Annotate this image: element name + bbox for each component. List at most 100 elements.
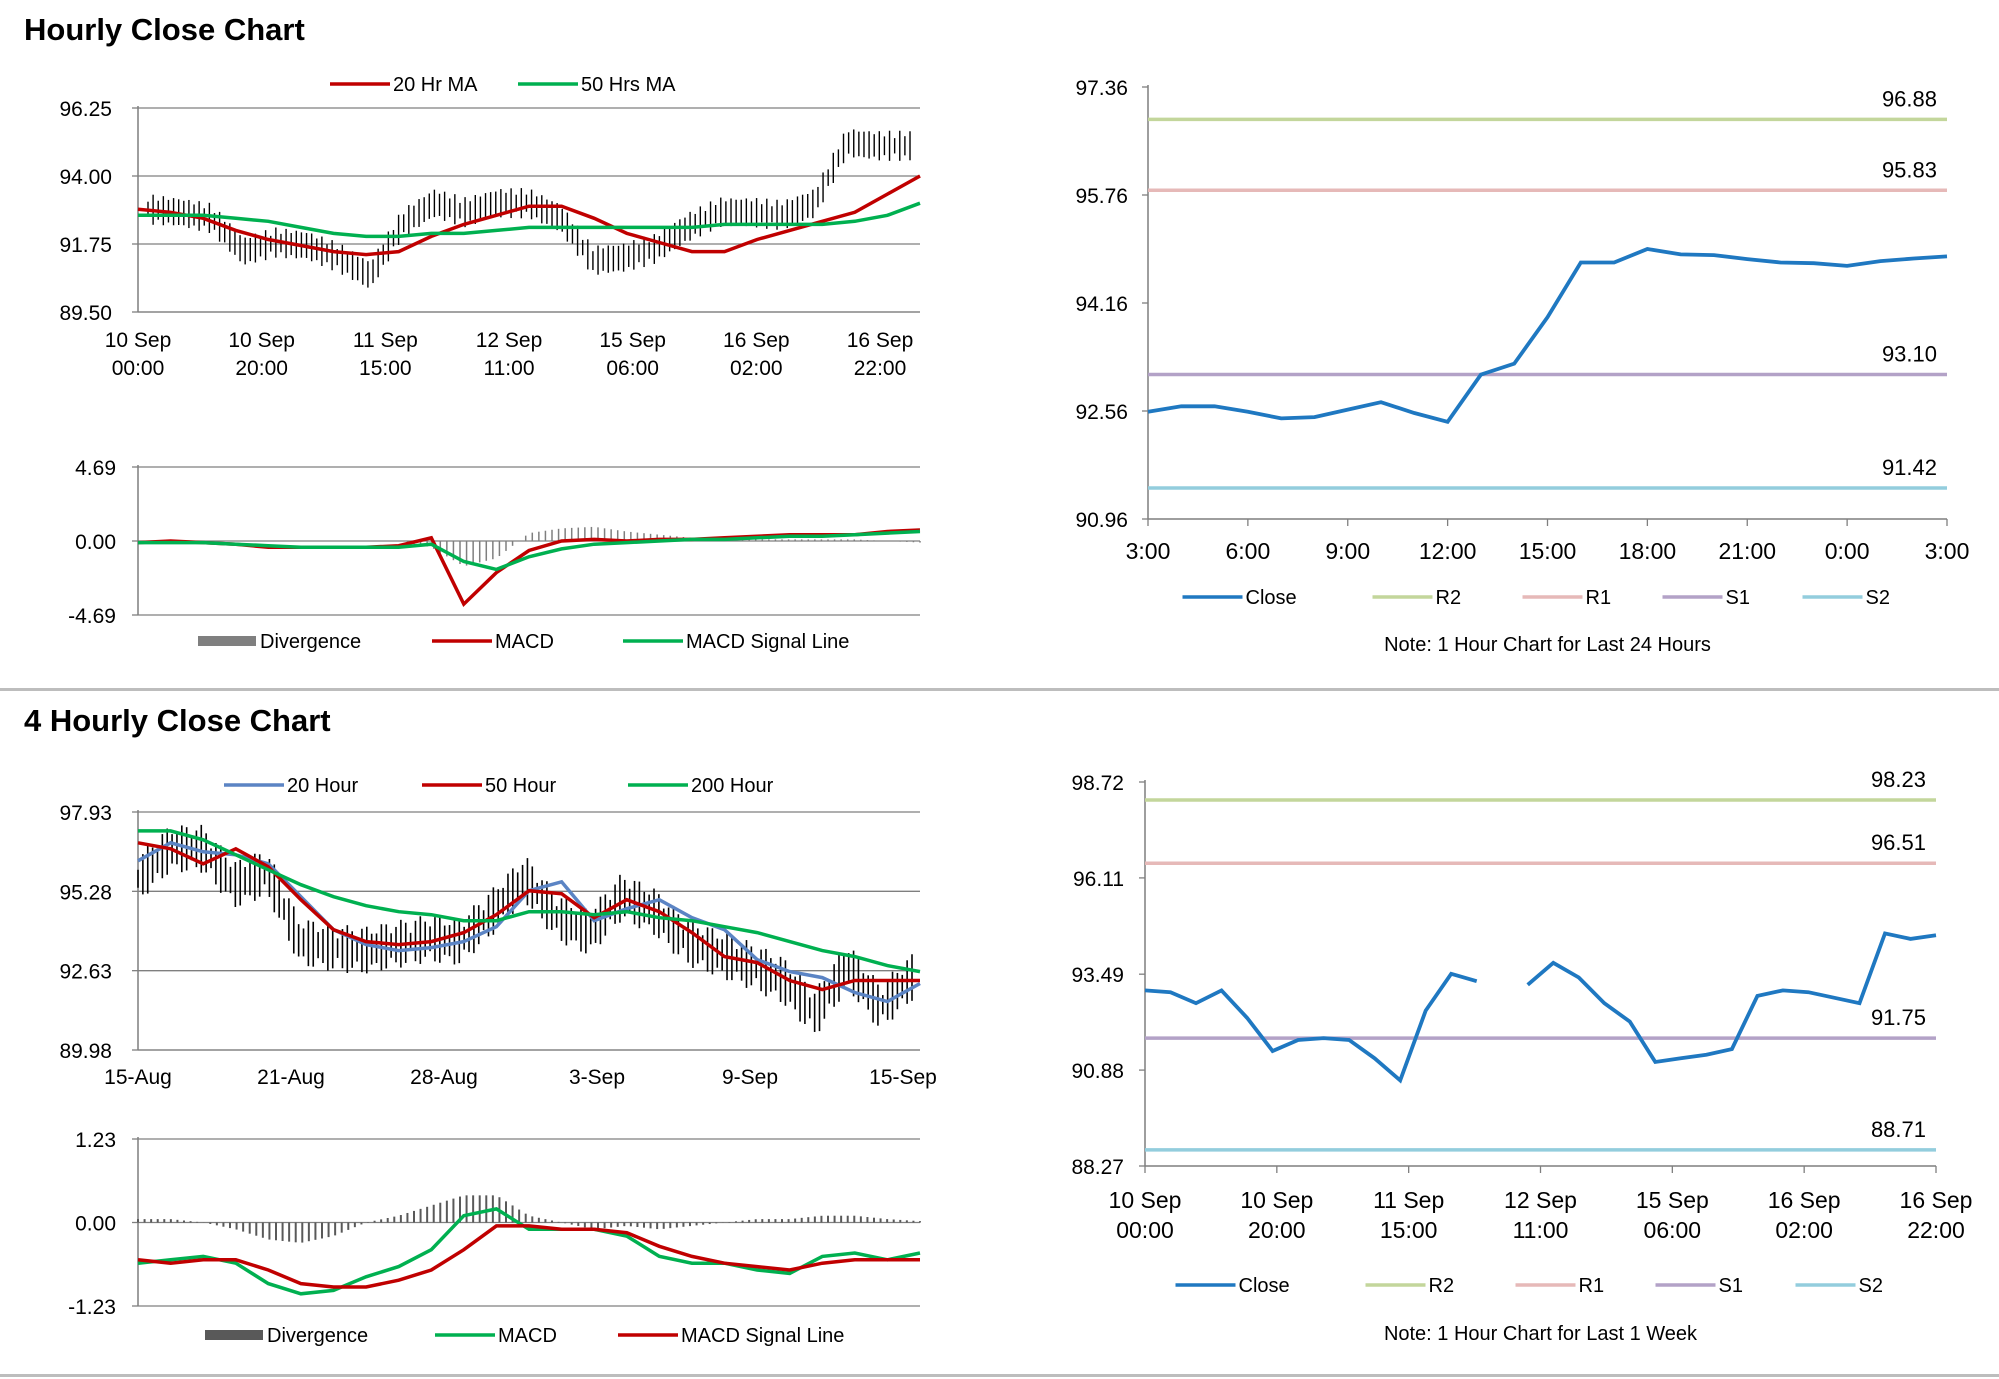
y-tick-label: 89.50 <box>59 302 112 325</box>
legend-s2-label: S2 <box>1859 1275 1883 1297</box>
y-tick-label: 88.27 <box>1071 1156 1124 1179</box>
x-tick-label: 10 Sep <box>1109 1187 1182 1213</box>
x-tick-label: 22:00 <box>1907 1217 1965 1243</box>
x-tick-label: 21-Aug <box>257 1066 325 1089</box>
chart-note: Note: 1 Hour Chart for Last 1 Week <box>1384 1323 1698 1345</box>
y-tick-label: 92.56 <box>1075 401 1128 424</box>
y-tick-label: 90.96 <box>1075 509 1128 532</box>
legend-r2-label: R2 <box>1436 587 1462 609</box>
legend-divergence-label: Divergence <box>260 631 361 653</box>
x-tick-label: 11:00 <box>484 357 535 380</box>
y-tick-label: 94.00 <box>59 166 112 189</box>
x-tick-label: 02:00 <box>1775 1217 1833 1243</box>
y-tick-label: -1.23 <box>68 1296 116 1319</box>
series-line-20-hr-ma <box>137 174 921 257</box>
legend-50-hour-label: 50 Hour <box>485 775 556 797</box>
y-tick-label: 91.75 <box>59 234 112 257</box>
y-tick-label: 96.25 <box>59 98 112 121</box>
section-divider <box>0 688 1999 691</box>
x-tick-label: 3-Sep <box>569 1066 625 1089</box>
y-tick-label: 97.36 <box>1075 77 1128 100</box>
x-tick-label: 15 Sep <box>599 329 666 352</box>
level-label-r2: 96.88 <box>1882 86 1937 111</box>
legend-200-hour-label: 200 Hour <box>691 775 774 797</box>
x-tick-label: 28-Aug <box>410 1066 478 1089</box>
close-line <box>1147 247 1948 424</box>
legend-20-hr-ma-label: 20 Hr MA <box>393 74 478 96</box>
x-tick-label: 21:00 <box>1718 538 1776 564</box>
legend-r1-label: R1 <box>1579 1275 1605 1297</box>
y-tick-label: 96.11 <box>1073 868 1124 891</box>
x-tick-label: 10 Sep <box>228 329 295 352</box>
x-tick-label: 11 Sep <box>1373 1187 1444 1213</box>
x-tick-label: 9:00 <box>1325 538 1370 564</box>
y-tick-label: 94.16 <box>1075 293 1128 316</box>
series-line-50-hour <box>137 841 920 992</box>
series-line-200-hour <box>138 829 921 974</box>
legend-20-hour-label: 20 Hour <box>287 775 358 797</box>
section-title-hourly: Hourly Close Chart <box>24 12 305 47</box>
legend-s1-label: S1 <box>1726 587 1750 609</box>
x-tick-label: 16 Sep <box>847 329 914 352</box>
legend-divergence-swatch <box>205 1330 263 1340</box>
x-tick-label: 15-Sep <box>869 1066 937 1089</box>
legend-s1-label: S1 <box>1719 1275 1743 1297</box>
x-tick-label: 12 Sep <box>476 329 543 352</box>
level-label-r1: 95.83 <box>1882 157 1937 182</box>
legend-macd-label: MACD <box>495 631 554 653</box>
x-tick-label: 0:00 <box>1825 538 1870 564</box>
legend-close-label: Close <box>1239 1275 1290 1297</box>
y-tick-label: 1.23 <box>75 1129 116 1152</box>
y-tick-label: 95.28 <box>59 881 112 904</box>
x-tick-label: 16 Sep <box>1900 1187 1973 1213</box>
y-tick-label: 90.88 <box>1071 1060 1124 1083</box>
y-tick-label: 0.00 <box>75 531 116 554</box>
x-tick-label: 15:00 <box>359 357 412 380</box>
x-tick-label: 20:00 <box>1248 1217 1306 1243</box>
legend-macd-signal-label: MACD Signal Line <box>681 1325 844 1347</box>
y-tick-label: 0.00 <box>75 1213 116 1236</box>
x-tick-label: 12:00 <box>1419 538 1477 564</box>
x-tick-label: 15-Aug <box>104 1066 172 1089</box>
x-tick-label: 15:00 <box>1519 538 1577 564</box>
x-tick-label: 22:00 <box>854 357 907 380</box>
y-tick-label: -4.69 <box>68 605 116 628</box>
section-divider <box>0 1374 1999 1377</box>
x-tick-label: 20:00 <box>235 357 288 380</box>
y-tick-label: 98.72 <box>1071 772 1124 795</box>
x-tick-label: 16 Sep <box>723 329 790 352</box>
x-tick-label: 00:00 <box>1116 1217 1174 1243</box>
x-tick-label: 06:00 <box>606 357 659 380</box>
level-label-s1: 91.75 <box>1871 1005 1926 1030</box>
x-tick-label: 15:00 <box>1380 1217 1438 1243</box>
series-line-50-hrs-ma <box>138 201 921 239</box>
section-title-4-hourly: 4 Hourly Close Chart <box>24 703 331 738</box>
legend-divergence-swatch <box>198 636 256 646</box>
level-label-r1: 96.51 <box>1871 830 1926 855</box>
x-tick-label: 6:00 <box>1225 538 1270 564</box>
chart-note: Note: 1 Hour Chart for Last 24 Hours <box>1384 634 1711 656</box>
x-tick-label: 11:00 <box>1513 1217 1569 1243</box>
series-line-macd <box>137 1207 921 1296</box>
x-tick-label: 06:00 <box>1644 1217 1702 1243</box>
series-line-macd-signal-line <box>138 529 921 572</box>
x-tick-label: 10 Sep <box>105 329 172 352</box>
legend-macd-signal-label: MACD Signal Line <box>686 631 849 653</box>
legend-divergence-label: Divergence <box>267 1325 368 1347</box>
legend-r1-label: R1 <box>1586 587 1612 609</box>
level-label-s2: 88.71 <box>1871 1117 1926 1142</box>
x-tick-label: 16 Sep <box>1768 1187 1841 1213</box>
y-tick-label: 93.49 <box>1071 964 1124 987</box>
series-line-macd-signal-line <box>137 1224 920 1289</box>
level-label-s2: 91.42 <box>1882 455 1937 480</box>
legend-50-hrs-ma-label: 50 Hrs MA <box>581 74 676 96</box>
y-tick-label: 95.76 <box>1075 185 1128 208</box>
close-line <box>1144 931 1937 1084</box>
x-tick-label: 15 Sep <box>1636 1187 1709 1213</box>
legend-s2-label: S2 <box>1866 587 1890 609</box>
y-tick-label: 97.93 <box>59 802 112 825</box>
level-label-r2: 98.23 <box>1871 767 1926 792</box>
legend-r2-label: R2 <box>1429 1275 1455 1297</box>
x-tick-label: 11 Sep <box>353 329 418 352</box>
